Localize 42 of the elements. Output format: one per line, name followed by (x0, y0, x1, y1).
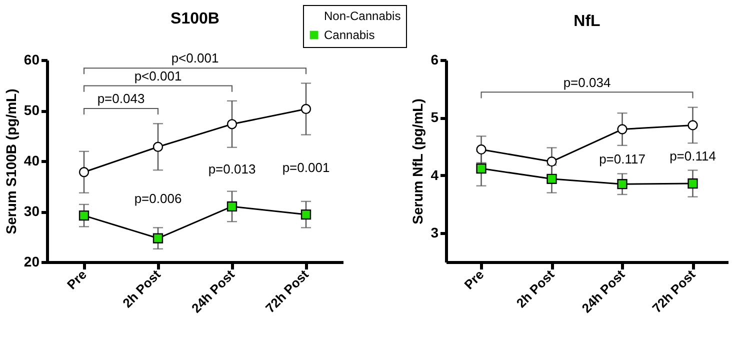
point (78, 167, 90, 178)
annotation: p=0.006 (134, 190, 182, 206)
legend-label: Cannabis (324, 28, 375, 42)
x-tick-label: Pre (461, 266, 487, 292)
y-tick-label: 3 (430, 224, 439, 241)
point (617, 124, 628, 134)
point (546, 156, 557, 167)
point (152, 233, 164, 244)
y-tick-label: 6 (430, 52, 439, 68)
point (226, 201, 238, 212)
annotation: p=0.117 (599, 152, 646, 167)
point (300, 104, 312, 114)
annotation: p<0.001 (134, 68, 182, 84)
point (78, 210, 90, 221)
y-axis-title: Serum S100B (pg/mL) (2, 88, 19, 234)
text: Non-Cannabis (324, 9, 401, 23)
annotation: p=0.034 (563, 74, 611, 90)
point (300, 209, 312, 220)
chart-title: S100B (170, 10, 220, 28)
annotation: p=0.043 (97, 91, 145, 106)
y-tick-label: 4 (430, 166, 439, 183)
y-tick-label: 20 (24, 254, 40, 270)
point (152, 142, 164, 152)
annotation: p<0.001 (171, 50, 219, 66)
y-tick-label: 60 (24, 52, 40, 68)
y-tick-label: 5 (430, 109, 439, 126)
y-tick-label: 50 (24, 102, 40, 118)
y-axis-title: Serum NfL (pg/mL) (410, 98, 426, 224)
y-tick-label: 30 (24, 203, 40, 219)
point (688, 178, 698, 189)
point (546, 174, 557, 184)
annotation: p=0.001 (282, 160, 330, 176)
point (226, 119, 238, 130)
y-tick-label: 40 (24, 152, 40, 168)
point (688, 120, 698, 130)
point (476, 144, 486, 155)
x-tick-label: Pre (64, 266, 90, 292)
annotation: p=0.114 (670, 148, 716, 164)
annotation: p=0.013 (208, 161, 256, 176)
point (476, 163, 486, 174)
chart-title: NfL (574, 13, 601, 30)
point (617, 179, 628, 190)
